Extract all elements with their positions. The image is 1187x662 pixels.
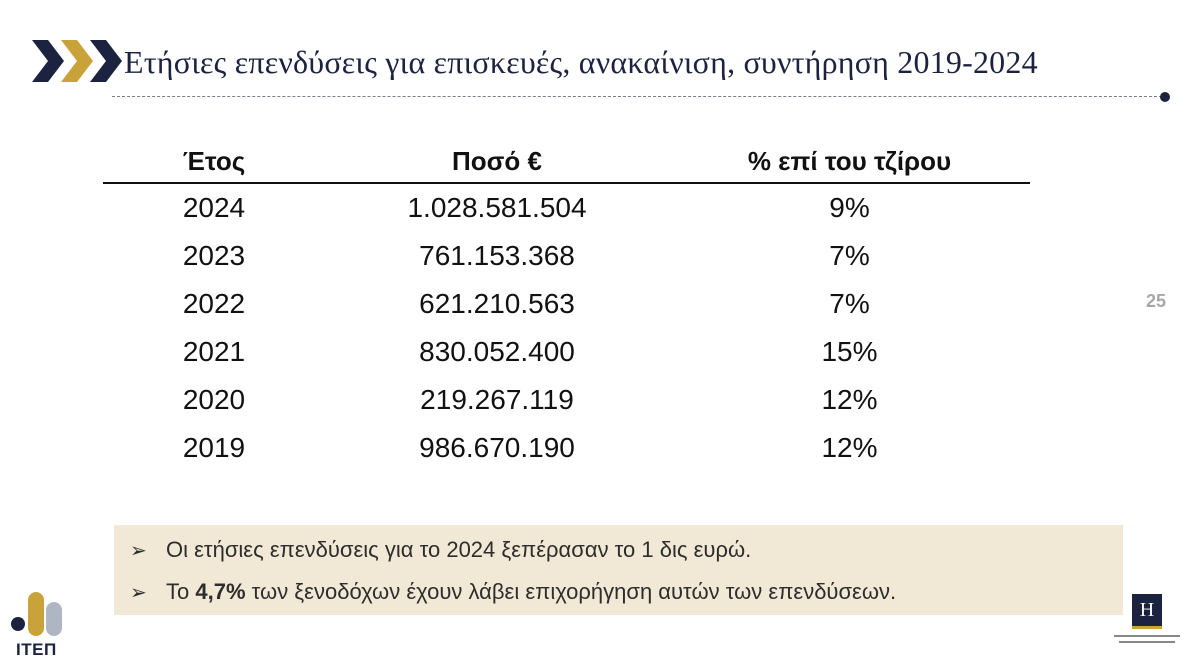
itep-logo: ΙΤΕΠ: [10, 590, 70, 659]
cell-percent: 7%: [829, 288, 870, 319]
itep-logo-icon: [11, 592, 62, 636]
cell-year: 2022: [182, 288, 246, 319]
note-highlight: 4,7%: [195, 579, 246, 604]
page-title: Ετήσιες επενδύσεις για επισκευές, ανακαί…: [124, 44, 1038, 80]
header-percent: % επί του τζίρου: [747, 145, 952, 176]
table-header-row: Έτος Ποσό € % επί του τζίρου: [103, 140, 1030, 184]
hotel-logo-icon: H: [1132, 594, 1162, 626]
cell-amount: 1.028.581.504: [407, 192, 587, 223]
cell-amount: 986.670.190: [419, 432, 575, 463]
table-row: 2023 761.153.368 7%: [103, 232, 1030, 280]
note-item: ➢ Οι ετήσιες επενδύσεις για το 2024 ξεπέ…: [130, 537, 751, 563]
table-row: 2019 986.670.190 12%: [103, 424, 1030, 472]
notes-box: ➢ Οι ετήσιες επενδύσεις για το 2024 ξεπέ…: [114, 525, 1123, 615]
cell-percent: 12%: [821, 432, 878, 463]
arrow-bullet-icon: ➢: [130, 539, 147, 562]
cell-amount: 830.052.400: [419, 336, 575, 367]
cell-year: 2020: [182, 384, 246, 415]
cell-percent: 7%: [829, 240, 870, 271]
note-text: Το 4,7% των ξενοδόχων έχουν λάβει επιχορ…: [152, 579, 896, 605]
cell-amount: 621.210.563: [419, 288, 575, 319]
table-row: 2022 621.210.563 7%: [103, 280, 1030, 328]
page-number: 25: [1146, 291, 1167, 311]
hotel-chamber-logo: H: [1112, 594, 1182, 660]
cell-year: 2023: [182, 240, 246, 271]
cell-year: 2019: [182, 432, 246, 463]
itep-logo-text: ΙΤΕΠ: [16, 640, 57, 659]
note-item: ➢ Το 4,7% των ξενοδόχων έχουν λάβει επιχ…: [130, 579, 896, 605]
title-divider: [112, 96, 1162, 97]
cell-amount: 761.153.368: [419, 240, 575, 271]
table-row: 2020 219.267.119 12%: [103, 376, 1030, 424]
header-year: Έτος: [182, 145, 246, 176]
cell-percent: 9%: [829, 192, 870, 223]
note-prefix: Το: [166, 579, 196, 604]
note-text: Οι ετήσιες επενδύσεις για το 2024 ξεπέρα…: [166, 537, 752, 562]
arrow-bullet-icon: ➢: [130, 581, 147, 604]
header-amount: Ποσό €: [451, 145, 542, 176]
cell-percent: 15%: [821, 336, 878, 367]
note-suffix: των ξενοδόχων έχουν λάβει επιχορήγηση αυ…: [245, 579, 897, 604]
chevron-arrows-icon: [32, 40, 122, 82]
cell-amount: 219.267.119: [420, 384, 574, 415]
cell-year: 2021: [182, 336, 246, 367]
cell-percent: 12%: [821, 384, 878, 415]
table-row: 2024 1.028.581.504 9%: [103, 184, 1030, 232]
investments-table: Έτος Ποσό € % επί του τζίρου 2024 1.028.…: [103, 140, 1030, 472]
hotel-logo-bar: [1132, 626, 1162, 629]
table-row: 2021 830.052.400 15%: [103, 328, 1030, 376]
hotel-logo-lines: [1112, 635, 1182, 647]
divider-dot-icon: [1160, 92, 1170, 102]
cell-year: 2024: [182, 192, 246, 223]
